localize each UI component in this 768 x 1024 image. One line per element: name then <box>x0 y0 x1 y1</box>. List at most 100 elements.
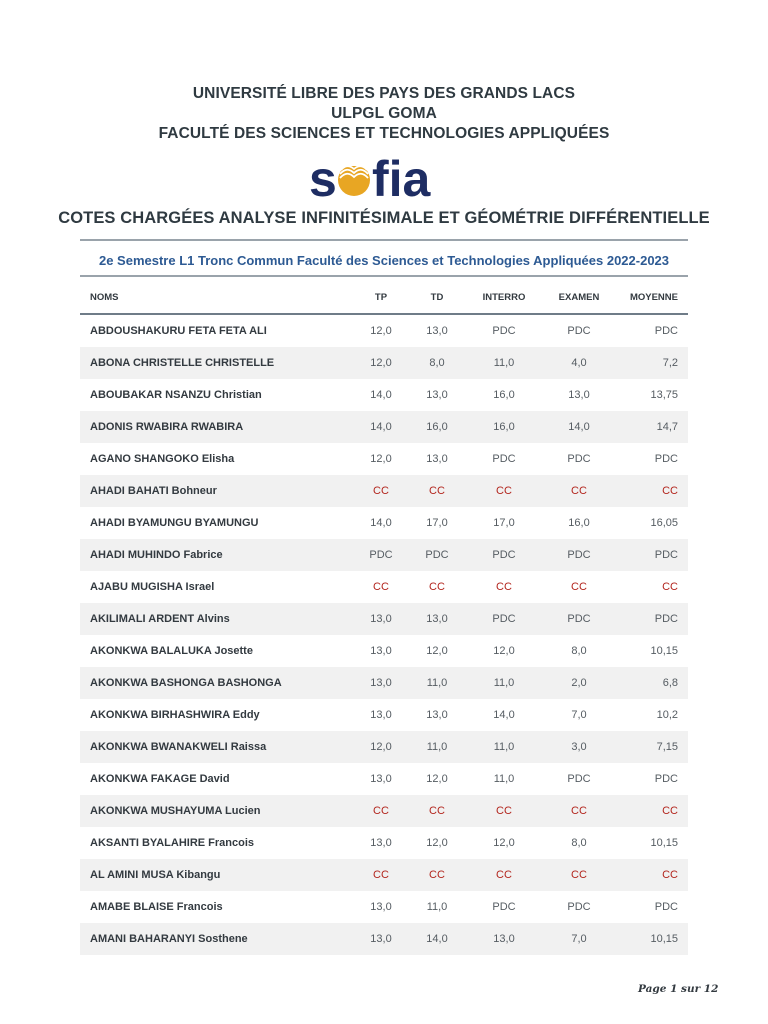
student-name: AHADI BYAMUNGU BYAMUNGU <box>90 517 259 529</box>
examen-score: 8,0 <box>571 837 587 849</box>
student-name: ABDOUSHAKURU FETA FETA ALI <box>90 325 267 337</box>
document-title: COTES CHARGÉES ANALYSE INFINITÉSIMALE ET… <box>58 209 710 227</box>
interro-score: 13,0 <box>464 923 544 955</box>
moyenne-score: PDC <box>614 539 688 571</box>
interro-score: 11,0 <box>464 667 544 699</box>
tp-score: 13,0 <box>352 923 410 955</box>
table-row: ADONIS RWABIRA RWABIRA 14,0 16,0 16,0 14,0 14… <box>80 411 688 443</box>
td-score: 13,0 <box>426 709 448 721</box>
examen-score: CC <box>571 581 587 593</box>
interro-score: PDC <box>464 539 544 571</box>
examen-score: 7,0 <box>571 709 587 721</box>
moyenne-score: 10,15 <box>650 837 678 849</box>
tp-score: CC <box>352 859 410 891</box>
column-header-td: TD <box>410 281 464 315</box>
td-score: 12,0 <box>426 773 448 785</box>
tp-score: 13,0 <box>370 837 392 849</box>
tp-score: 13,0 <box>352 603 410 635</box>
examen-score: PDC <box>544 603 614 635</box>
table-row: AKONKWA MUSHAYUMA Lucien CC CC CC CC CC <box>80 795 688 827</box>
moyenne-score: 6,8 <box>614 667 688 699</box>
sofia-logo-icon: s fia <box>309 151 432 202</box>
column-header-tp: TP <box>352 281 410 315</box>
tp-score: 12,0 <box>370 453 392 465</box>
tp-score: 13,0 <box>370 901 392 913</box>
interro-score: 12,0 <box>493 837 515 849</box>
td-score: PDC <box>410 539 464 571</box>
sofia-logo: s fia <box>0 150 768 202</box>
table-row: AJABU MUGISHA Israel CC CC CC CC CC <box>80 571 688 603</box>
examen-score: 2,0 <box>544 667 614 699</box>
moyenne-score: 7,15 <box>614 731 688 763</box>
examen-score: 14,0 <box>544 411 614 443</box>
interro-score: CC <box>464 795 544 827</box>
student-name: ABOUBAKAR NSANZU Christian <box>90 389 262 401</box>
interro-score: 12,0 <box>493 645 515 657</box>
table-header-row: NOMS TP TD INTERRO EXAMEN MOYENNE <box>80 281 688 315</box>
university-name: UNIVERSITÉ LIBRE DES PAYS DES GRANDS LAC… <box>192 85 576 102</box>
moyenne-score: PDC <box>654 325 678 337</box>
examen-score: PDC <box>567 901 591 913</box>
page-number: Page 1 sur 12 <box>638 983 719 995</box>
student-name: AKONKWA BASHONGA BASHONGA <box>80 667 352 699</box>
td-score: 8,0 <box>410 347 464 379</box>
divider <box>80 275 688 277</box>
tp-score: 12,0 <box>352 731 410 763</box>
examen-score: 13,0 <box>568 389 590 401</box>
divider <box>80 239 688 241</box>
td-score: 11,0 <box>410 731 464 763</box>
semester-subtitle: 2e Semestre L1 Tronc Commun Faculté des … <box>98 253 670 268</box>
interro-score: CC <box>496 581 512 593</box>
examen-score: 16,0 <box>568 517 590 529</box>
student-name: AHADI MUHINDO Fabrice <box>80 539 352 571</box>
moyenne-score: CC <box>614 795 688 827</box>
td-score: CC <box>410 475 464 507</box>
tp-score: 13,0 <box>370 709 392 721</box>
moyenne-score: 7,2 <box>614 347 688 379</box>
table-row: ABOUBAKAR NSANZU Christian 14,0 13,0 16,0 13… <box>80 379 688 411</box>
student-name: AKONKWA BWANAKWELI Raissa <box>80 731 352 763</box>
examen-score: PDC <box>567 325 591 337</box>
moyenne-score: 16,05 <box>650 517 678 529</box>
moyenne-score: CC <box>614 475 688 507</box>
tp-score: 13,0 <box>370 773 392 785</box>
examen-score: 8,0 <box>571 645 587 657</box>
table-row: ABDOUSHAKURU FETA FETA ALI 12,0 13,0 PDC PDC… <box>80 314 688 347</box>
table-row: AHADI BYAMUNGU BYAMUNGU 14,0 17,0 17,0 16,0 1… <box>80 507 688 539</box>
table-row: AKSANTI BYALAHIRE Francois 13,0 12,0 12,0 8,… <box>80 827 688 859</box>
student-name: AMABE BLAISE Francois <box>90 901 223 913</box>
moyenne-score: 10,15 <box>614 923 688 955</box>
interro-score: CC <box>464 475 544 507</box>
examen-score: 4,0 <box>544 347 614 379</box>
tp-score: CC <box>352 475 410 507</box>
td-score: 11,0 <box>410 667 464 699</box>
moyenne-score: CC <box>614 859 688 891</box>
student-name: AKONKWA FAKAGE David <box>90 773 230 785</box>
td-score: 13,0 <box>426 453 448 465</box>
student-name: AKONKWA BALALUKA Josette <box>90 645 253 657</box>
table-row: ABONA CHRISTELLE CHRISTELLE 12,0 8,0 11,0 4,… <box>80 347 688 379</box>
student-name: AKONKWA MUSHAYUMA Lucien <box>80 795 352 827</box>
svg-text:fia: fia <box>372 151 432 202</box>
moyenne-score: 14,7 <box>614 411 688 443</box>
interro-score: PDC <box>492 453 516 465</box>
column-header-moyenne: MOYENNE <box>614 281 688 315</box>
table-row: AKONKWA BWANAKWELI Raissa 12,0 11,0 11,0 3,0… <box>80 731 688 763</box>
td-score: 17,0 <box>426 517 448 529</box>
student-name: AKONKWA BIRHASHWIRA Eddy <box>90 709 260 721</box>
column-header-examen: EXAMEN <box>544 281 614 315</box>
table-row: AL AMINI MUSA Kibangu CC CC CC CC CC <box>80 859 688 891</box>
student-name: AMANI BAHARANYI Sosthene <box>80 923 352 955</box>
td-score: CC <box>410 859 464 891</box>
td-score: 12,0 <box>426 645 448 657</box>
svg-text:s: s <box>309 151 337 202</box>
table-row: AMANI BAHARANYI Sosthene 13,0 14,0 13,0 7,0 1… <box>80 923 688 955</box>
student-name: AKILIMALI ARDENT Alvins <box>80 603 352 635</box>
examen-score: CC <box>544 859 614 891</box>
moyenne-score: PDC <box>654 901 678 913</box>
interro-score: CC <box>464 859 544 891</box>
interro-score: 11,0 <box>464 731 544 763</box>
tp-score: 14,0 <box>370 517 392 529</box>
td-score: CC <box>429 581 445 593</box>
table-row: AKONKWA BALALUKA Josette 13,0 12,0 12,0 8,0 1… <box>80 635 688 667</box>
